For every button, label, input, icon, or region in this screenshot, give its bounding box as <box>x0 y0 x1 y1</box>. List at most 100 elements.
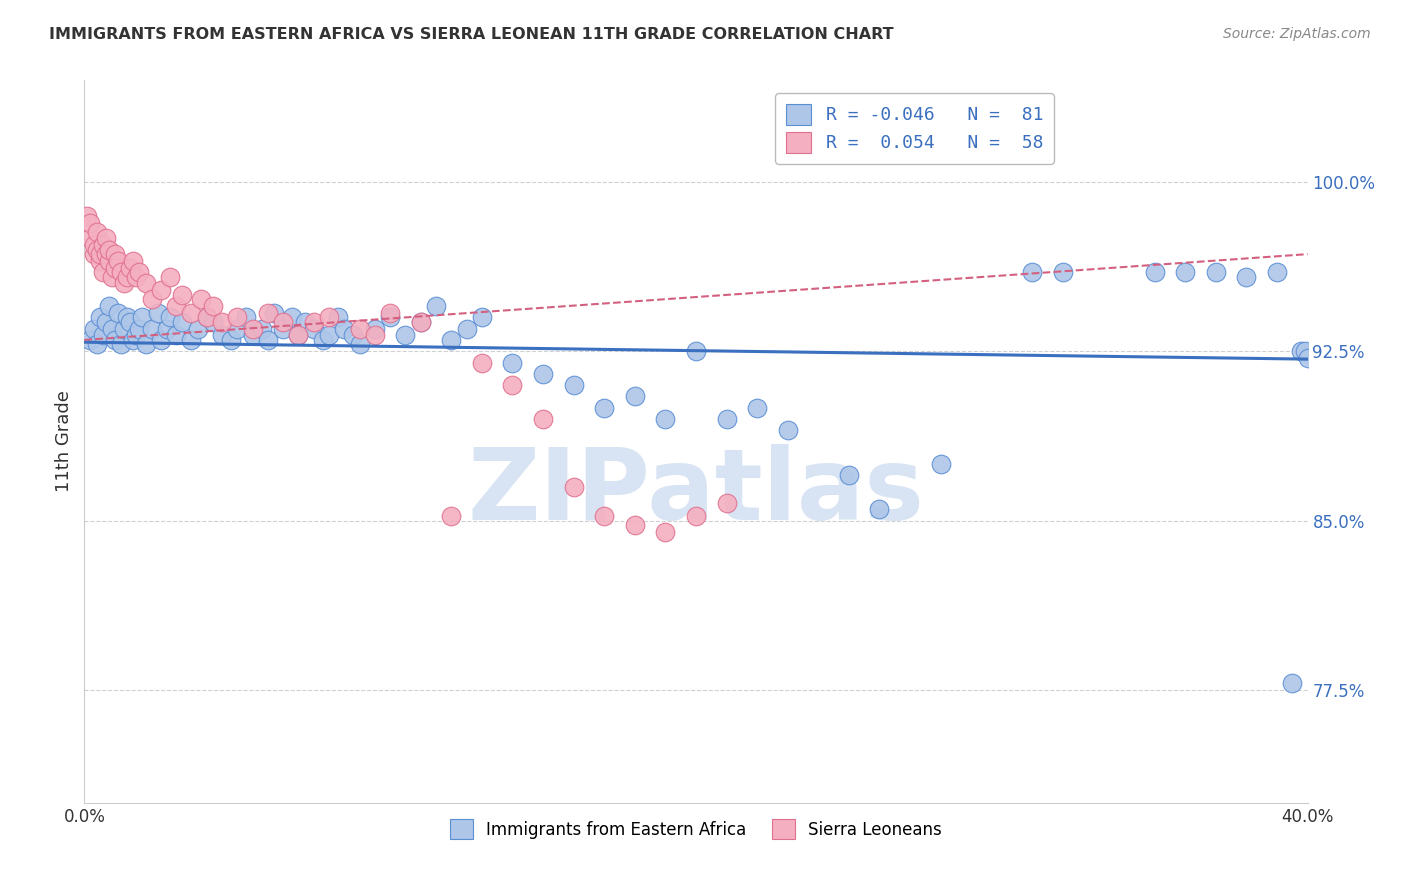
Point <box>97 299 120 313</box>
Point <box>211 328 233 343</box>
Point <box>257 306 280 320</box>
Point <box>79 333 101 347</box>
Point <box>128 321 150 335</box>
Point <box>172 287 194 301</box>
Point <box>128 265 150 279</box>
Point <box>287 328 309 343</box>
Point <box>226 310 249 325</box>
Text: Source: ZipAtlas.com: Source: ZipAtlas.com <box>1223 27 1371 41</box>
Point <box>685 344 707 359</box>
Point <box>257 333 280 347</box>
Point <box>394 328 416 343</box>
Point <box>502 378 524 392</box>
Point <box>409 315 432 329</box>
Point <box>190 293 212 307</box>
Point <box>342 328 364 343</box>
Point <box>112 277 135 291</box>
Point <box>1294 344 1316 359</box>
Point <box>235 310 257 325</box>
Point <box>104 247 127 261</box>
Point <box>654 412 676 426</box>
Point <box>141 293 163 307</box>
Point <box>149 333 172 347</box>
Point <box>242 328 264 343</box>
Point <box>97 243 120 257</box>
Point <box>263 306 285 320</box>
Point <box>654 524 676 539</box>
Point <box>211 315 233 329</box>
Point <box>364 321 387 335</box>
Point <box>380 310 402 325</box>
Point <box>83 321 105 335</box>
Point <box>364 328 387 343</box>
Point <box>141 321 163 335</box>
Point <box>186 321 208 335</box>
Point <box>149 283 172 297</box>
Point <box>201 315 224 329</box>
Point <box>440 333 463 347</box>
Point <box>115 310 138 325</box>
Point <box>201 299 224 313</box>
Point <box>312 333 335 347</box>
Point <box>97 254 120 268</box>
Point <box>135 337 157 351</box>
Point <box>91 265 114 279</box>
Point <box>318 310 340 325</box>
Point <box>104 333 127 347</box>
Point <box>562 480 585 494</box>
Point <box>180 306 202 320</box>
Point <box>195 310 218 325</box>
Point <box>929 457 952 471</box>
Point <box>716 495 738 509</box>
Point <box>502 355 524 369</box>
Point <box>156 321 179 335</box>
Point <box>593 509 616 524</box>
Point <box>333 321 356 335</box>
Point <box>302 315 325 329</box>
Point <box>104 260 127 275</box>
Point <box>1236 269 1258 284</box>
Point <box>115 269 138 284</box>
Point <box>716 412 738 426</box>
Legend: Immigrants from Eastern Africa, Sierra Leoneans: Immigrants from Eastern Africa, Sierra L… <box>440 809 952 848</box>
Point <box>112 321 135 335</box>
Point <box>89 310 111 325</box>
Point <box>1265 265 1288 279</box>
Point <box>79 215 101 229</box>
Point <box>328 310 350 325</box>
Text: IMMIGRANTS FROM EASTERN AFRICA VS SIERRA LEONEAN 11TH GRADE CORRELATION CHART: IMMIGRANTS FROM EASTERN AFRICA VS SIERRA… <box>49 27 894 42</box>
Point <box>226 321 249 335</box>
Point <box>79 231 101 245</box>
Point <box>146 306 169 320</box>
Point <box>271 321 294 335</box>
Point <box>110 265 132 279</box>
Point <box>302 321 325 335</box>
Point <box>747 401 769 415</box>
Point <box>471 310 494 325</box>
Point <box>531 367 554 381</box>
Point <box>165 328 187 343</box>
Point <box>624 518 647 533</box>
Point <box>1291 344 1313 359</box>
Point <box>380 306 402 320</box>
Point <box>120 260 142 275</box>
Point <box>440 509 463 524</box>
Point <box>250 321 273 335</box>
Point <box>195 310 218 325</box>
Point <box>89 254 111 268</box>
Point <box>159 310 181 325</box>
Point <box>776 423 799 437</box>
Point <box>271 315 294 329</box>
Point <box>562 378 585 392</box>
Point <box>685 509 707 524</box>
Point <box>318 328 340 343</box>
Point <box>456 321 478 335</box>
Point <box>1281 676 1303 690</box>
Point <box>86 337 108 351</box>
Point <box>86 243 108 257</box>
Point <box>101 269 124 284</box>
Point <box>172 315 194 329</box>
Point <box>165 299 187 313</box>
Point <box>869 502 891 516</box>
Point <box>94 315 117 329</box>
